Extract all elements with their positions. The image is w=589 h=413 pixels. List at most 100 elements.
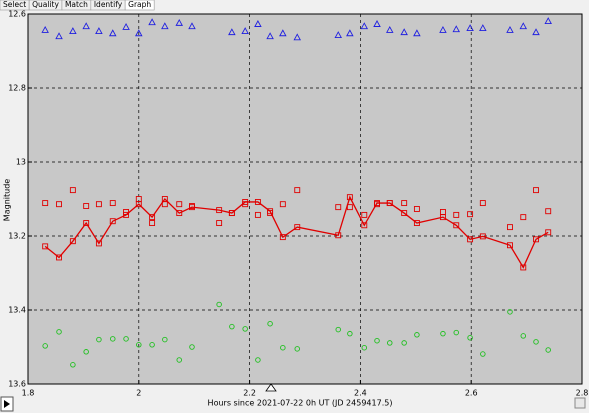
triangle-point — [41, 25, 49, 33]
square-point — [216, 220, 223, 227]
circle-point — [83, 349, 89, 355]
resize-grip[interactable] — [574, 397, 586, 409]
y-tick-label: 13.4 — [8, 306, 26, 315]
triangle-point — [386, 25, 394, 33]
triangle-point — [241, 27, 249, 34]
triangle-point — [82, 22, 90, 30]
triangle-point — [109, 29, 117, 37]
square-point — [413, 220, 420, 227]
circle-point — [242, 326, 248, 332]
square-point — [374, 200, 380, 207]
x-tick-label: 2 — [136, 389, 141, 398]
square-point — [42, 200, 49, 207]
y-tick-label: 12.8 — [8, 84, 26, 93]
square-point — [176, 210, 183, 217]
y-tick-label: 13.2 — [8, 232, 26, 241]
square-point — [216, 207, 223, 214]
triangle-point — [346, 29, 354, 37]
triangle-point — [519, 22, 528, 30]
triangle-point — [254, 20, 262, 27]
square-point — [83, 220, 90, 227]
square-point — [479, 233, 486, 240]
tab-label[interactable]: Graph — [128, 0, 151, 9]
square-point — [95, 201, 102, 208]
tab[interactable] — [124, 0, 155, 11]
square-point — [294, 224, 301, 231]
circle-point — [467, 335, 473, 341]
circle-point — [110, 336, 116, 342]
play-icon — [4, 400, 10, 408]
triangle-point — [175, 18, 184, 26]
x-axis-label: Hours since 2021-07-22 0h UT (JD 2459417… — [208, 399, 393, 408]
circle-point — [507, 309, 513, 315]
square-point — [83, 203, 90, 209]
circle-point — [280, 344, 286, 351]
triangle-point — [228, 28, 236, 36]
triangle-point — [360, 22, 369, 30]
square-point — [335, 232, 342, 239]
triangle-point — [188, 22, 196, 30]
square-point — [228, 210, 235, 217]
square-point — [254, 199, 261, 205]
square-point — [361, 211, 368, 218]
circle-point — [42, 343, 48, 349]
triangle-point — [161, 22, 169, 30]
square-point — [413, 206, 420, 212]
circle-point — [149, 342, 155, 348]
square-point — [95, 240, 102, 247]
tab-label[interactable]: Quality — [32, 0, 59, 9]
square-point — [507, 242, 513, 249]
circle-point — [162, 336, 168, 343]
square-point — [401, 200, 408, 207]
circle-point — [176, 357, 182, 363]
square-point — [533, 187, 539, 194]
circle-point — [520, 333, 527, 339]
square-point — [467, 236, 474, 243]
y-tick-label: 13 — [16, 158, 26, 167]
circle-point — [70, 362, 76, 368]
circle-point — [56, 329, 62, 335]
square-point — [453, 222, 460, 229]
square-point — [56, 201, 62, 208]
square-point — [386, 200, 393, 207]
square-point — [161, 196, 168, 202]
square-point — [42, 243, 49, 250]
square-point — [520, 264, 527, 271]
square-point — [361, 222, 368, 229]
tab-label[interactable]: Select — [3, 0, 26, 9]
triangle-point — [452, 25, 461, 33]
x-tick-label: 2.6 — [465, 389, 478, 398]
square-point — [545, 208, 552, 215]
circle-point — [533, 339, 539, 345]
square-point — [69, 187, 76, 194]
square-point — [479, 200, 486, 207]
x-tick-label: 2.4 — [354, 389, 367, 398]
square-point — [279, 234, 286, 241]
circle-point — [347, 330, 353, 337]
tab-label[interactable]: Identify — [94, 0, 123, 9]
square-point — [279, 201, 286, 208]
square-point — [401, 210, 408, 217]
tab-label[interactable]: Match — [65, 0, 88, 9]
triangle-point — [266, 32, 274, 40]
square-point — [242, 199, 249, 205]
square-point — [69, 238, 76, 245]
y-tick-label: 12.6 — [8, 10, 26, 19]
triangle-point — [293, 33, 302, 41]
square-point — [520, 214, 527, 221]
tab-bar: Select Quality Match Identify Graph — [0, 0, 155, 11]
circle-point — [255, 357, 261, 363]
circle-point — [267, 320, 273, 327]
circle-point — [387, 340, 393, 346]
triangle-point — [95, 27, 103, 34]
triangle-point — [334, 31, 342, 39]
plot — [27, 13, 583, 385]
circle-point — [294, 346, 300, 352]
square-point — [439, 214, 446, 221]
circle-point — [480, 351, 486, 357]
triangle-point — [279, 29, 287, 37]
square-point — [335, 204, 342, 211]
triangle-point — [479, 24, 487, 32]
square-point — [109, 218, 116, 225]
time-marker[interactable] — [265, 383, 277, 392]
